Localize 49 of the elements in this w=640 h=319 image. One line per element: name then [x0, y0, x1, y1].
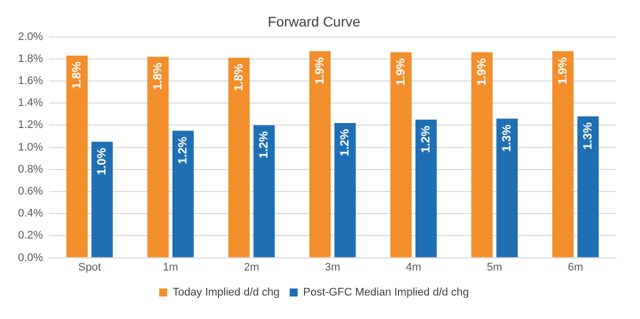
data-label: 1.9% — [312, 56, 326, 85]
bar — [228, 58, 250, 258]
bar — [147, 56, 169, 258]
data-label: 1.2% — [256, 130, 270, 159]
bar — [390, 52, 412, 258]
y-tick-label: 1.2% — [18, 119, 44, 132]
data-label: 1.2% — [175, 136, 190, 164]
y-tick-label: 0.4% — [18, 208, 44, 220]
bar — [496, 118, 518, 258]
x-tick-label: 3m — [324, 261, 340, 274]
y-tick-label: 1.4% — [18, 97, 44, 110]
y-tick-label: 1.6% — [18, 75, 44, 88]
bar — [471, 52, 493, 258]
x-tick-label: 4m — [406, 261, 422, 274]
x-tick-label: 5m — [486, 261, 502, 274]
chart-title: Forward Curve — [268, 13, 360, 30]
data-label: 1.8% — [69, 61, 84, 89]
bar — [66, 56, 88, 258]
y-tick-label: 2.0% — [18, 30, 44, 43]
bar — [172, 130, 194, 258]
data-label: 1.3% — [580, 122, 594, 150]
y-tick-label: 0.6% — [18, 186, 44, 198]
x-tick-label: Spot — [78, 261, 101, 274]
y-tick-label: 0.0% — [18, 252, 44, 264]
bar — [309, 51, 331, 258]
legend-label: Post-GFC Median Implied d/d chg — [303, 286, 469, 299]
x-tick-label: 6m — [568, 261, 584, 274]
data-label: 1.9% — [555, 56, 570, 85]
bar — [552, 51, 574, 258]
data-label: 1.8% — [150, 62, 164, 90]
y-tick-label: 0.2% — [18, 230, 44, 242]
x-tick-label: 2m — [244, 261, 260, 274]
data-label: 1.2% — [418, 125, 432, 154]
data-label: 1.0% — [94, 147, 108, 176]
bar — [91, 142, 113, 258]
data-label: 1.8% — [231, 63, 246, 92]
y-tick-label: 1.8% — [18, 52, 44, 65]
bar — [334, 122, 356, 258]
legend-label: Today Implied d/d chg — [172, 286, 280, 299]
data-label: 1.9% — [474, 58, 488, 86]
y-tick-label: 1.0% — [18, 141, 44, 154]
data-label: 1.9% — [393, 58, 408, 86]
bar — [577, 116, 599, 258]
bar — [415, 120, 437, 258]
data-label: 1.3% — [499, 124, 514, 152]
y-tick-label: 0.8% — [18, 163, 44, 176]
data-label: 1.2% — [337, 128, 352, 156]
bar — [253, 125, 275, 258]
x-tick-label: 1m — [162, 261, 178, 274]
